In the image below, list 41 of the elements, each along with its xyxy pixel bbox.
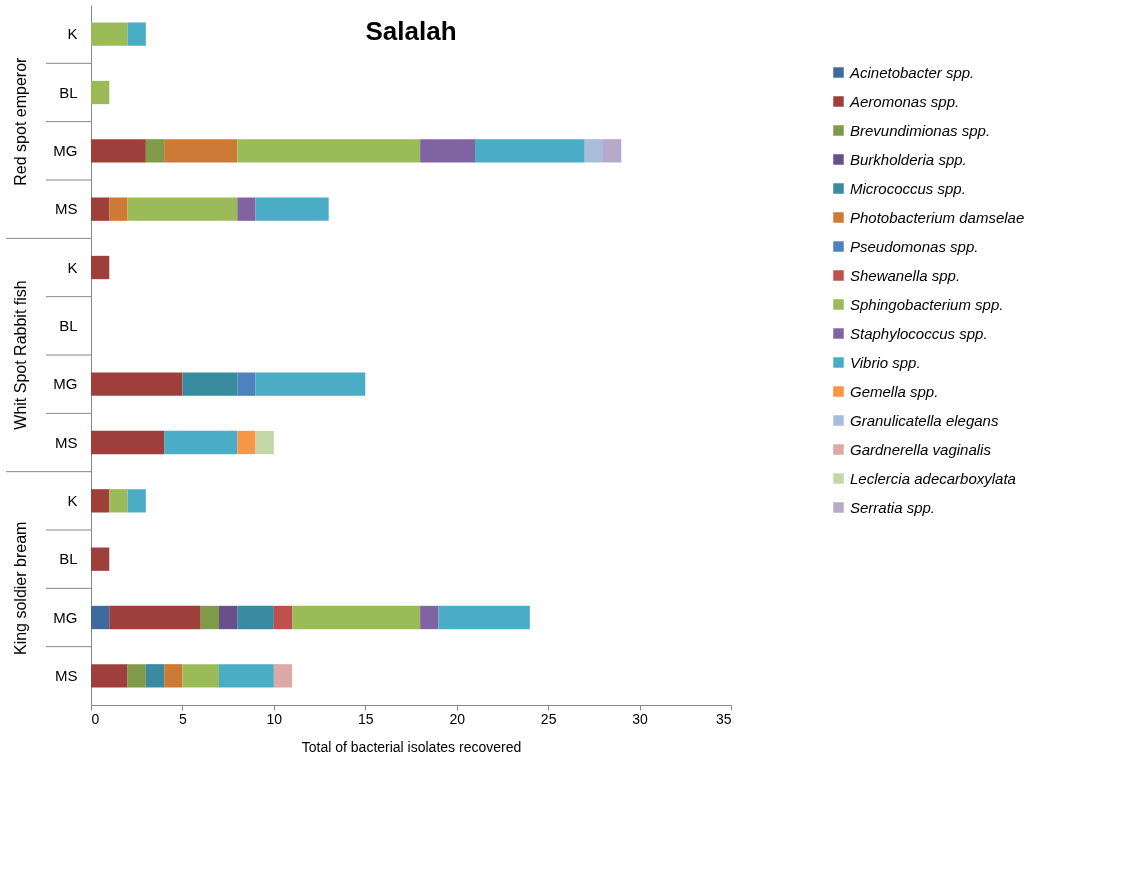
legend-label: Micrococcus spp. <box>850 179 966 197</box>
y-tick-label: MS <box>55 200 78 218</box>
y-tick-label: MG <box>53 141 78 159</box>
legend-label: Leclercia adecarboxylata <box>850 469 1016 487</box>
text: Whit Spot Rabbit fish <box>12 280 29 430</box>
legend-label: Pseudomonas spp. <box>850 237 979 255</box>
x-axis-title: Total of bacterial isolates recovered <box>301 738 522 755</box>
y-tick-label: BL <box>59 83 78 101</box>
x-tick-label: 35 <box>715 710 732 727</box>
text: King soldier bream <box>12 521 29 656</box>
legend-label: Brevundimionas spp. <box>850 121 991 139</box>
y-tick-label: MG <box>53 375 78 393</box>
y-tick-label: K <box>67 491 78 509</box>
legend-label: Vibrio spp. <box>850 353 921 371</box>
legend-label: Burkholderia spp. <box>850 150 967 168</box>
y-tick-label: K <box>67 25 78 43</box>
text: Red spot emperor <box>12 56 29 186</box>
y-tick-label: BL <box>59 550 78 568</box>
legend-label: Staphylococcus spp. <box>850 324 988 342</box>
x-tick-label: 0 <box>91 710 100 727</box>
y-tick-label: MG <box>53 608 78 626</box>
y-tick-label: MS <box>55 666 78 684</box>
y-tick-label: K <box>67 258 78 276</box>
x-tick-label: 30 <box>632 710 649 727</box>
x-tick-label: 5 <box>179 710 188 727</box>
legend-label: Aeromonas spp. <box>849 92 960 110</box>
x-tick-label: 10 <box>266 710 283 727</box>
legend-label: Gardnerella vaginalis <box>850 440 992 458</box>
legend-label: Shewanella spp. <box>850 266 961 284</box>
x-tick-label: 20 <box>449 710 466 727</box>
legend-label: Sphingobacterium spp. <box>850 295 1004 313</box>
x-tick-label: 25 <box>540 710 557 727</box>
y-tick-label: MS <box>55 433 78 451</box>
legend-label: Photobacterium damselae <box>850 208 1025 226</box>
chart-title: Salalah <box>365 16 457 46</box>
y-tick-label: BL <box>59 316 78 334</box>
legend-label: Acinetobacter spp. <box>849 63 975 81</box>
legend-label: Serratia spp. <box>850 498 936 516</box>
x-tick-label: 15 <box>358 710 374 727</box>
legend-label: Gemella spp. <box>850 382 939 400</box>
legend-label: Granulicatella elegans <box>850 411 999 429</box>
